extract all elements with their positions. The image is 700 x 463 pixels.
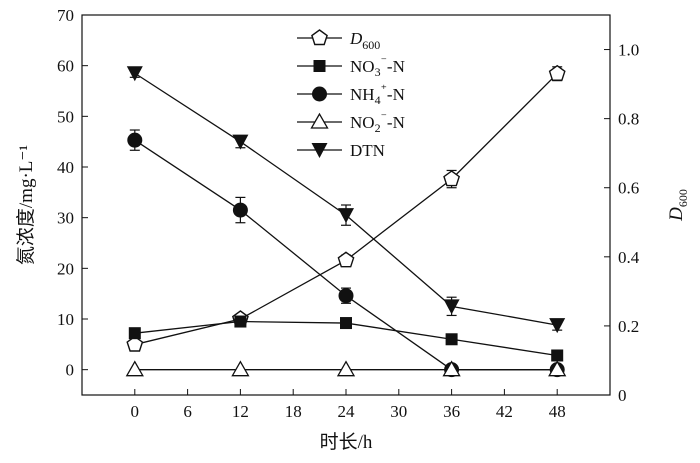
legend-label-sup: ⁻	[381, 110, 387, 124]
axis-ticks: 0 6 12 18 24 30 36 42 4801020304050607000.20.40.…	[57, 6, 640, 421]
x-tick-label: 24	[338, 402, 356, 421]
x-tick-label: 30	[390, 402, 407, 421]
y-right-tick-label: 0.2	[618, 317, 639, 336]
legend-label: D600	[349, 29, 380, 52]
y-left-axis-title: 氮浓度/mg·L⁻¹	[15, 145, 37, 266]
x-tick-label: 18	[285, 402, 302, 421]
data-point	[443, 170, 461, 187]
y-left-tick-label: 70	[57, 6, 74, 25]
data-point	[128, 327, 141, 340]
legend-marker	[311, 29, 328, 46]
y-right-tick-label: 0.8	[618, 110, 639, 129]
y-right-tick-label: 1.0	[618, 41, 639, 60]
legend-marker	[312, 86, 327, 102]
x-tick-label: 36	[443, 402, 460, 421]
y-left-tick-label: 20	[57, 259, 74, 278]
data-point	[234, 315, 247, 328]
data-point	[125, 360, 144, 377]
legend-marker	[313, 60, 326, 72]
data-point	[548, 64, 566, 81]
y-left-tick-label: 10	[57, 310, 74, 329]
x-tick-label: 12	[232, 402, 249, 421]
x-tick-label: 6	[183, 402, 192, 421]
y-right-axis-title: D600	[666, 189, 690, 222]
data-point	[551, 349, 564, 362]
y-left-tick-label: 0	[66, 361, 75, 380]
legend-label-sup: ⁻	[381, 54, 387, 68]
x-axis-title: 时长/h	[320, 431, 373, 453]
data-point	[443, 299, 460, 315]
y-right-tick-label: 0	[618, 386, 627, 405]
series-markers	[125, 64, 567, 378]
data-point	[337, 251, 355, 268]
x-tick-label: 0	[131, 402, 140, 421]
legend-label-sub: 2	[375, 121, 381, 135]
data-point	[548, 360, 567, 377]
legend-label-rest: -N	[387, 85, 405, 104]
legend-marker	[311, 143, 328, 158]
legend-label-sub: 3	[375, 65, 381, 79]
legend-label-sub: 4	[375, 93, 381, 107]
data-point	[445, 333, 458, 346]
data-point	[338, 208, 354, 224]
y-left-tick-label: 40	[57, 158, 74, 177]
data-point	[338, 288, 354, 304]
data-point	[549, 318, 566, 334]
legend-marker	[310, 112, 329, 129]
data-point	[231, 360, 250, 377]
data-point	[232, 134, 249, 150]
y-right-axis-title-main: D	[666, 207, 687, 222]
data-point	[340, 317, 352, 330]
legend-label-sub: 600	[362, 38, 380, 52]
data-point	[442, 360, 461, 377]
legend-label: NO3⁻-N	[350, 54, 405, 79]
y-right-axis-title-sub: 600	[676, 189, 690, 207]
data-point	[232, 202, 248, 218]
y-right-tick-label: 0.6	[618, 179, 639, 198]
y-left-tick-label: 60	[57, 57, 74, 76]
legend-label: NO2⁻-N	[350, 110, 405, 135]
data-point	[126, 335, 144, 352]
data-point	[127, 132, 143, 148]
x-tick-label: 42	[496, 402, 513, 421]
data-point	[336, 360, 356, 377]
data-point	[126, 66, 143, 82]
y-right-tick-label: 0.4	[618, 248, 640, 267]
legend-label-main: D	[349, 29, 363, 48]
legend-label-rest: -N	[387, 113, 405, 132]
y-left-tick-label: 30	[57, 209, 74, 228]
legend-label: DTN	[350, 141, 385, 160]
x-tick-label: 48	[549, 402, 566, 421]
legend-label-sup: ⁺	[381, 82, 387, 96]
legend-label-rest: -N	[387, 57, 405, 76]
y-left-tick-label: 50	[57, 107, 74, 126]
legend-label: NH4⁺-N	[350, 82, 405, 107]
series-line	[134, 72, 558, 326]
